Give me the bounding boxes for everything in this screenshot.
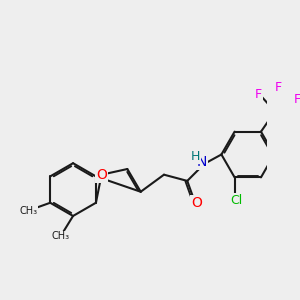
Text: F: F <box>294 93 300 106</box>
Text: O: O <box>191 196 202 210</box>
Text: F: F <box>255 88 262 101</box>
Text: F: F <box>274 81 282 94</box>
Text: CH₃: CH₃ <box>20 206 38 215</box>
Text: N: N <box>197 155 207 169</box>
Text: CH₃: CH₃ <box>52 231 70 241</box>
Text: H: H <box>190 150 200 163</box>
Text: Cl: Cl <box>230 194 242 207</box>
Text: O: O <box>96 168 107 182</box>
